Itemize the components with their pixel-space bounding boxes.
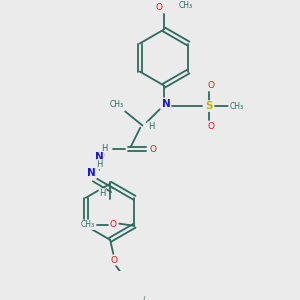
Text: O: O: [111, 256, 118, 265]
Text: H: H: [148, 122, 154, 131]
Text: O: O: [109, 220, 116, 229]
Text: N: N: [162, 99, 171, 109]
Text: CH₃: CH₃: [81, 220, 95, 229]
Text: CH₃: CH₃: [229, 102, 243, 111]
Text: O: O: [155, 3, 162, 12]
Text: O: O: [208, 122, 215, 131]
Text: N: N: [87, 168, 96, 178]
Text: H: H: [101, 144, 108, 153]
Text: /: /: [143, 296, 146, 300]
Text: O: O: [208, 81, 215, 90]
Text: H: H: [99, 189, 106, 198]
Text: N: N: [95, 152, 104, 162]
Text: O: O: [150, 145, 157, 154]
Text: CH₃: CH₃: [110, 100, 124, 109]
Text: S: S: [206, 101, 213, 111]
Text: H: H: [96, 160, 103, 169]
Text: CH₃: CH₃: [178, 1, 193, 10]
